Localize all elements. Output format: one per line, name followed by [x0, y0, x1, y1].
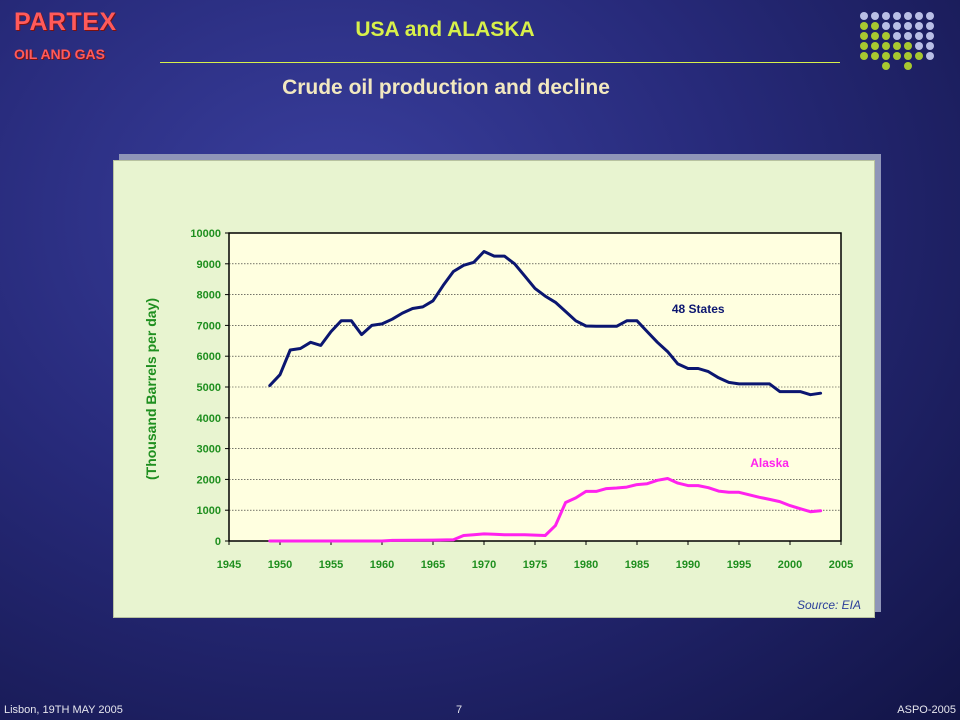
y-tick-label: 2000	[197, 474, 221, 486]
x-tick-label: 1965	[421, 559, 445, 571]
title-divider	[160, 62, 840, 63]
x-tick-label: 2000	[778, 559, 802, 571]
decorative-dot	[904, 62, 912, 70]
decorative-dot	[893, 32, 901, 40]
decorative-dot	[860, 42, 868, 50]
source-note: Source: EIA	[797, 598, 861, 612]
slide-subtitle: Crude oil production and decline	[282, 76, 610, 99]
production-chart: 0 1000 2000 3000 4000 5000 6000 7000 8000 9000 100…	[143, 228, 861, 612]
decorative-dot	[860, 12, 868, 20]
footer-page-number: 7	[456, 704, 463, 716]
y-tick-label: 1000	[197, 505, 221, 517]
x-tick-label: 1990	[676, 559, 700, 571]
decorative-dot	[893, 22, 901, 30]
decorative-dot	[871, 42, 879, 50]
y-tick-label: 6000	[197, 351, 221, 363]
decorative-dot	[860, 52, 868, 60]
decorative-dot	[904, 12, 912, 20]
footer-location-date: Lisbon, 19TH MAY 2005	[4, 704, 123, 716]
decorative-dot	[893, 42, 901, 50]
x-tick-label: 1955	[319, 559, 343, 571]
x-tick-label: 1945	[217, 559, 241, 571]
y-tick-label: 3000	[197, 444, 221, 456]
series-label-48-states: 48 States	[672, 302, 725, 316]
footer-conference: ASPO-2005	[897, 704, 956, 716]
decorative-dot	[926, 12, 934, 20]
y-tick-label: 0	[215, 536, 221, 548]
x-tick-label: 1975	[523, 559, 547, 571]
decorative-dot	[871, 52, 879, 60]
decorative-dot	[871, 22, 879, 30]
decorative-dot	[882, 42, 890, 50]
decorative-dot	[926, 52, 934, 60]
y-tick-label: 5000	[197, 382, 221, 394]
y-tick-label: 8000	[197, 290, 221, 302]
decorative-dot	[871, 12, 879, 20]
decorative-dot	[860, 32, 868, 40]
decorative-dot	[904, 52, 912, 60]
decorative-dot	[882, 22, 890, 30]
decorative-dot	[882, 52, 890, 60]
decorative-dot	[882, 62, 890, 70]
x-tick-label: 2005	[829, 559, 853, 571]
decorative-dot	[904, 42, 912, 50]
decorative-dot	[882, 32, 890, 40]
decorative-dot	[882, 12, 890, 20]
x-tick-label: 1960	[370, 559, 394, 571]
decorative-dot	[915, 42, 923, 50]
decorative-dot	[926, 42, 934, 50]
decorative-dot	[893, 12, 901, 20]
series-label-alaska: Alaska	[750, 456, 789, 470]
decorative-dot	[860, 22, 868, 30]
slide-title: USA and ALASKA	[355, 18, 535, 41]
x-tick-label: 1980	[574, 559, 598, 571]
y-axis-title: (Thousand Barrels per day)	[143, 298, 159, 480]
decorative-dot	[904, 22, 912, 30]
decorative-dot	[915, 22, 923, 30]
logo-sub-text: OIL AND GAS	[14, 46, 106, 62]
x-tick-label: 1995	[727, 559, 751, 571]
decorative-dot	[904, 32, 912, 40]
decorative-dot	[915, 12, 923, 20]
decorative-dot	[926, 22, 934, 30]
series-line-48-states	[268, 250, 823, 397]
chart-panel: 0 1000 2000 3000 4000 5000 6000 7000 8000 9000 100…	[113, 160, 875, 618]
x-tick-label: 1985	[625, 559, 649, 571]
y-tick-label: 10000	[190, 228, 221, 240]
decorative-dot	[915, 52, 923, 60]
decorative-dot	[893, 52, 901, 60]
y-tick-label: 4000	[197, 413, 221, 425]
x-tick-label: 1950	[268, 559, 292, 571]
y-tick-label: 9000	[197, 259, 221, 271]
logo-main-text: PARTEX	[14, 8, 117, 36]
decorative-dot	[915, 32, 923, 40]
x-tick-label: 1970	[472, 559, 496, 571]
decorative-dot	[926, 32, 934, 40]
series-line-alaska	[268, 477, 823, 543]
y-tick-label: 7000	[197, 320, 221, 332]
decorative-dot	[871, 32, 879, 40]
